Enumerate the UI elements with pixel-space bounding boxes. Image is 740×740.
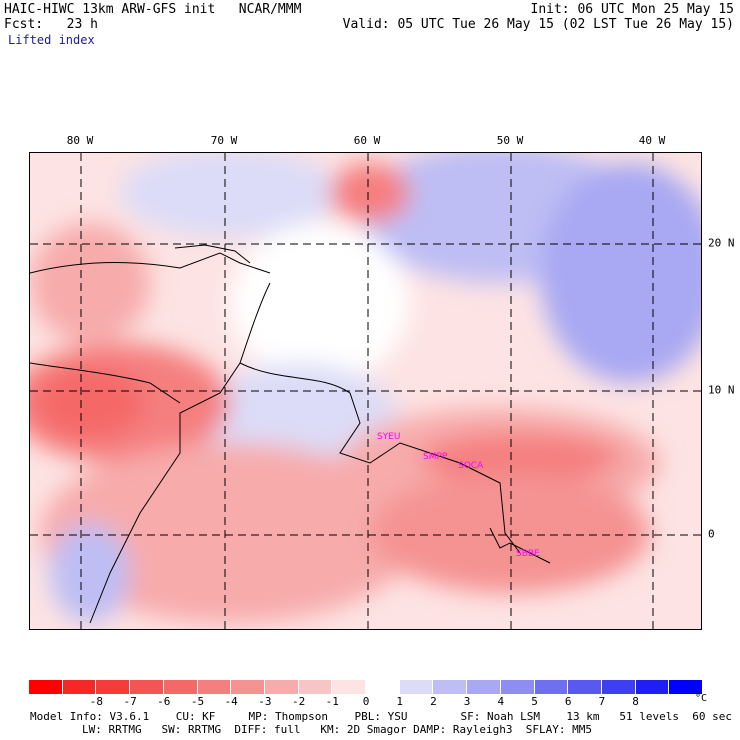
forecast-hour: Fcst: 23 h (4, 17, 98, 32)
colorbar-swatch (264, 680, 299, 694)
lon-label-80w: 80 W (66, 134, 94, 147)
station-label: SYEU (377, 432, 401, 442)
colorbar-tick-label: 4 (497, 695, 505, 708)
colorbar-swatch (298, 680, 333, 694)
colorbar-swatch (568, 680, 602, 694)
graticule (30, 153, 701, 629)
lon-label-40w: 40 W (638, 134, 666, 147)
colorbar-tick-label: 3 (463, 695, 471, 708)
colorbar-tick-label: -5 (190, 695, 205, 708)
colorbar-tick-label: -7 (123, 695, 137, 708)
station-label: SMPP (423, 452, 448, 462)
colorbar-tick-label: 7 (598, 695, 606, 708)
colorbar-swatch (96, 680, 131, 694)
colorbar-swatch (601, 680, 636, 694)
colorbar-swatch (669, 680, 704, 694)
lon-label-60w: 60 W (353, 134, 381, 147)
colorbar-tick-label: 2 (430, 695, 437, 708)
lifted-index-map (29, 152, 702, 630)
valid-time: Valid: 05 UTC Tue 26 May 15 (02 LST Tue … (342, 17, 734, 32)
colorbar-tick-label: 8 (632, 695, 639, 708)
colorbar-tick-label: 0 (362, 695, 370, 708)
colorbar-swatch (433, 680, 468, 694)
colorbar-swatch (467, 680, 501, 694)
colorbar-swatch (62, 680, 97, 694)
colorbar-swatch (500, 680, 535, 694)
colorbar-tick-label: -1 (325, 695, 339, 708)
lat-label-20n: 20 N (708, 236, 735, 250)
colorbar-tick-label: -2 (291, 695, 306, 708)
colorbar-tick-label: 1 (396, 695, 403, 708)
colorbar-tick-label: -3 (258, 695, 272, 708)
colorbar-swatch (366, 680, 400, 694)
colorbar-swatch (197, 680, 232, 694)
lat-label-10n: 10 N (708, 383, 735, 397)
colorbar-swatch (163, 680, 198, 694)
colorbar-tick-label: -6 (157, 695, 171, 708)
colorbar-tick-label: 6 (564, 695, 572, 708)
station-label: SOCA (458, 461, 484, 471)
station-label: SBBE (516, 549, 540, 559)
colorbar-swatch (332, 680, 367, 694)
colorbar-swatch (635, 680, 670, 694)
colorbar-tick-label: -8 (89, 695, 104, 708)
colorbar-swatch (399, 680, 434, 694)
lifted-index-colorbar (29, 680, 704, 694)
model-title: HAIC-HIWC 13km ARW-GFS init NCAR/MMM (4, 2, 302, 17)
model-info-line1: Model Info: V3.6.1 CU: KF MP: Thompson P… (30, 710, 732, 723)
init-time: Init: 06 UTC Mon 25 May 15 (530, 2, 735, 17)
colorbar-swatch (231, 680, 265, 694)
colorbar-tick-label: -4 (224, 695, 238, 708)
lon-label-50w: 50 W (496, 134, 524, 147)
coastlines (30, 244, 551, 624)
field-name: Lifted index (8, 33, 95, 47)
colorbar-swatch (130, 680, 164, 694)
colorbar-swatch (29, 680, 63, 694)
colorbar-tick-label: 5 (531, 695, 538, 708)
colorbar-swatch (534, 680, 569, 694)
colorbar-unit: °C (695, 693, 708, 704)
lon-label-70w: 70 W (210, 134, 238, 147)
model-info-line2: LW: RRTMG SW: RRTMG DIFF: full KM: 2D Sm… (82, 723, 592, 736)
lat-label-0: 0 (708, 527, 715, 541)
